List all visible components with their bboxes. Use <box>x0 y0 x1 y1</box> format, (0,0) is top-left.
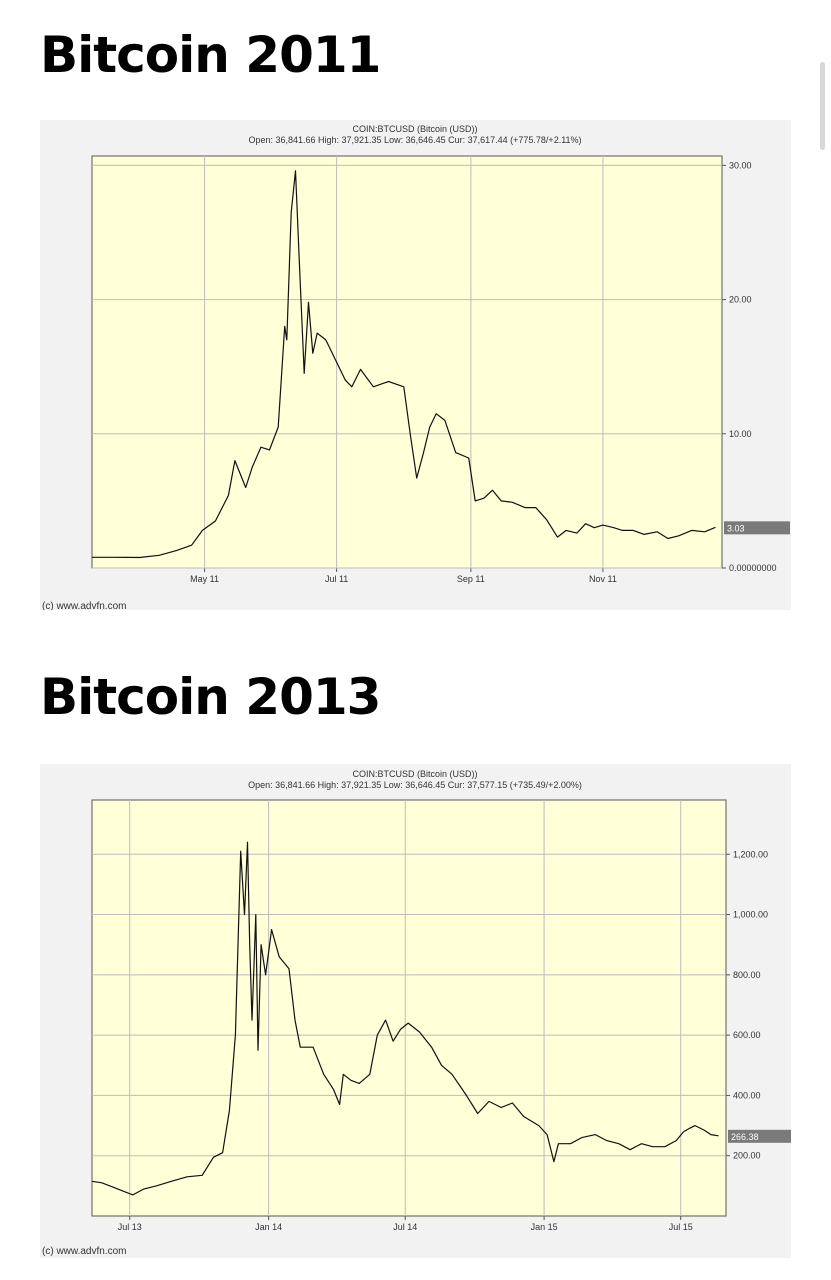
x-tick-label: May 11 <box>190 574 219 584</box>
plot-area <box>91 799 727 1217</box>
y-tick-label: 20.00 <box>729 295 752 305</box>
chart-title: COIN:BTCUSD (Bitcoin (USD)) <box>352 124 477 134</box>
page-title-2011: Bitcoin 2011 <box>40 26 381 84</box>
x-tick-label: Jul 14 <box>393 1222 417 1232</box>
chart-bitcoin-2013: COIN:BTCUSD (Bitcoin (USD)) Open: 36,841.… <box>40 764 791 1258</box>
x-tick-label: Jul 15 <box>669 1222 693 1232</box>
y-tick-label: 1,000.00 <box>733 910 768 920</box>
y-tick-label: 400.00 <box>733 1090 761 1100</box>
y-tick-label: 600.00 <box>733 1030 761 1040</box>
y-tick-label: 10.00 <box>729 429 752 439</box>
last-value-tag <box>728 1129 791 1143</box>
chart-subtitle: Open: 36,841.66 High: 37,921.35 Low: 36,… <box>248 135 581 145</box>
y-tick-label: 30.00 <box>729 160 752 170</box>
last-value-tag <box>724 521 790 535</box>
chart-svg-2013: COIN:BTCUSD (Bitcoin (USD))Open: 36,841.… <box>42 769 791 1257</box>
x-tick-label: Nov 11 <box>589 574 617 584</box>
scrollbar[interactable] <box>820 62 825 150</box>
chart-subtitle: Open: 36,841.66 High: 37,921.35 Low: 36,… <box>248 780 582 790</box>
chart-bitcoin-2011: COIN:BTCUSD (Bitcoin (USD)) Open: 36,841.… <box>40 120 791 610</box>
chart-title: COIN:BTCUSD (Bitcoin (USD)) <box>352 769 477 779</box>
x-tick-label: Jan 14 <box>255 1222 282 1232</box>
x-tick-label: Jul 11 <box>325 574 348 584</box>
y-tick-label: 800.00 <box>733 970 761 980</box>
last-value-label: 3.03 <box>727 523 745 533</box>
y-tick-label: 200.00 <box>733 1151 761 1161</box>
price-line <box>91 841 719 1196</box>
y-tick-label: 0.00000000 <box>729 563 777 573</box>
x-tick-label: Jan 15 <box>531 1222 558 1232</box>
plot-area <box>91 155 723 569</box>
chart-svg-2011: COIN:BTCUSD (Bitcoin (USD))Open: 36,841.… <box>42 124 790 610</box>
chart-credit: (c) www.advfn.com <box>42 1246 126 1257</box>
last-value-label: 266.38 <box>731 1132 759 1142</box>
price-line <box>92 170 716 559</box>
chart-credit: (c) www.advfn.com <box>42 601 126 610</box>
page-title-2013: Bitcoin 2013 <box>40 668 381 726</box>
y-tick-label: 1,200.00 <box>733 849 768 859</box>
x-tick-label: Sep 11 <box>457 574 485 584</box>
x-tick-label: Jul 13 <box>118 1222 142 1232</box>
